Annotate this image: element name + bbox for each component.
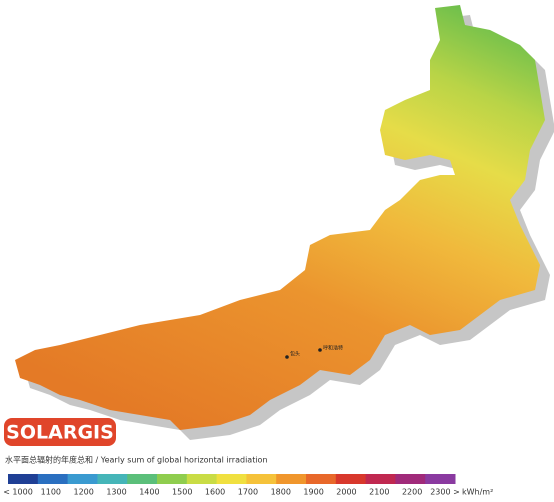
legend-label: < 1000: [3, 488, 33, 497]
caption: 水平面总辐射的年度总和 / Yearly sum of global horiz…: [5, 455, 268, 465]
legend-swatch: [246, 474, 277, 484]
legend-label: 1100: [41, 488, 61, 497]
region: 包头 呼和浩特: [15, 5, 554, 440]
legend-swatch: [37, 474, 69, 484]
legend-label: 2000: [336, 488, 356, 497]
logo-box: [4, 418, 116, 446]
legend-swatch: [67, 474, 98, 484]
legend-label: 1700: [238, 488, 258, 497]
legend-unit: kWh/m²: [462, 488, 493, 497]
legend-swatch: [425, 474, 456, 484]
legend-swatch: [97, 474, 128, 484]
legend-swatch: [306, 474, 337, 484]
legend-swatch: [395, 474, 426, 484]
legend-swatch: [157, 474, 188, 484]
legend-label: 2200: [402, 488, 422, 497]
legend-label: 2300 >: [430, 488, 460, 497]
legend-label: 1200: [74, 488, 94, 497]
legend-label: 1500: [172, 488, 192, 497]
city-label: 呼和浩特: [323, 345, 343, 352]
legend-label: 1400: [139, 488, 159, 497]
city-dot: [318, 348, 322, 352]
city-dot: [285, 355, 289, 359]
legend: < 1000 1100 1200 1300 1400 1500 1600 1700 1800 19…: [3, 474, 493, 497]
legend-swatch: [335, 474, 367, 484]
legend-swatch: [276, 474, 307, 484]
legend-label: 1800: [271, 488, 291, 497]
city-label: 包头: [290, 351, 300, 358]
legend-label: 1900: [303, 488, 323, 497]
logo: SOLARGIS: [4, 418, 116, 446]
legend-swatch: [8, 474, 39, 484]
region-shape: [15, 5, 545, 430]
legend-swatch: [186, 474, 218, 484]
legend-label: 1600: [205, 488, 225, 497]
legend-label: 2100: [369, 488, 389, 497]
legend-swatch: [216, 474, 247, 484]
legend-label: 1300: [106, 488, 126, 497]
legend-swatch: [127, 474, 158, 484]
legend-swatch: [365, 474, 396, 484]
logo-text: SOLARGIS: [6, 422, 114, 444]
